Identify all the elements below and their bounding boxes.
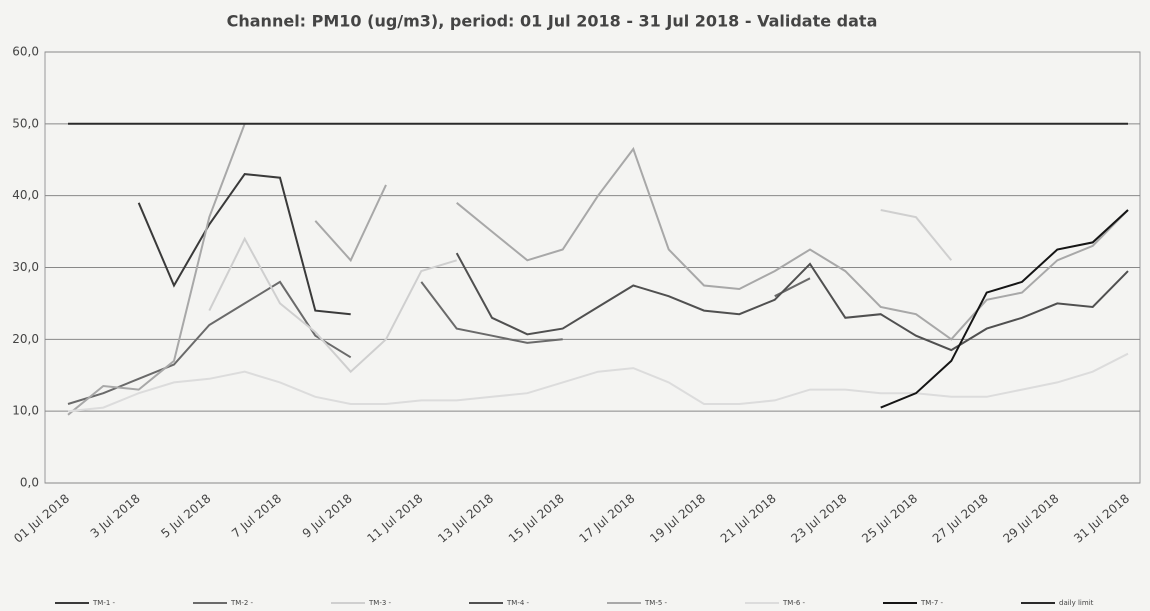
legend-label: TM-3 - [368,599,392,607]
y-tick-label: 60,0 [12,45,39,59]
y-tick-label: 20,0 [12,332,39,346]
y-tick-label: 40,0 [12,188,39,202]
series-line [208,209,953,374]
series-line [455,252,1129,352]
legend-label: TM-5 - [644,599,668,607]
legend-label: TM-4 - [506,599,530,607]
y-tick-label: 10,0 [12,404,39,418]
chart-title: Channel: PM10 (ug/m3), period: 01 Jul 20… [227,12,878,31]
y-tick-label: 0,0 [20,476,39,490]
y-tick-label: 50,0 [12,116,39,130]
legend-label: TM-6 - [782,599,806,607]
y-tick-label: 30,0 [12,260,39,274]
legend-label: TM-2 - [230,599,254,607]
series-line [67,123,1129,416]
legend-label: TM-1 - [92,599,116,607]
series-line [880,209,1129,409]
legend-label: TM-7 - [920,599,944,607]
legend-label: daily limit [1059,599,1094,607]
series-line [67,352,1129,413]
series-line [137,173,351,316]
